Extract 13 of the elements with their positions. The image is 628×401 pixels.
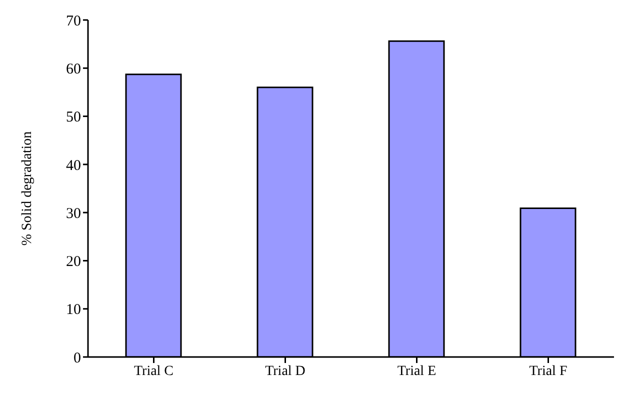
x-tick-label: Trial F [529, 364, 568, 379]
x-tick-label: Trial C [134, 364, 174, 379]
y-tick-label: 70 [66, 13, 81, 30]
y-tick-label: 60 [66, 61, 81, 78]
x-tick-label: Trial E [397, 364, 436, 379]
y-tick-label: 40 [66, 158, 81, 174]
y-tick-label: 0 [74, 350, 81, 366]
y-axis-title: % Solid degradation [20, 131, 35, 246]
x-tick-label: Trial D [265, 364, 306, 379]
y-tick-label: 20 [66, 254, 81, 270]
y-tick-label: 30 [66, 206, 81, 222]
y-tick-label: 50 [66, 110, 81, 126]
y-tick-label: 10 [66, 302, 81, 318]
